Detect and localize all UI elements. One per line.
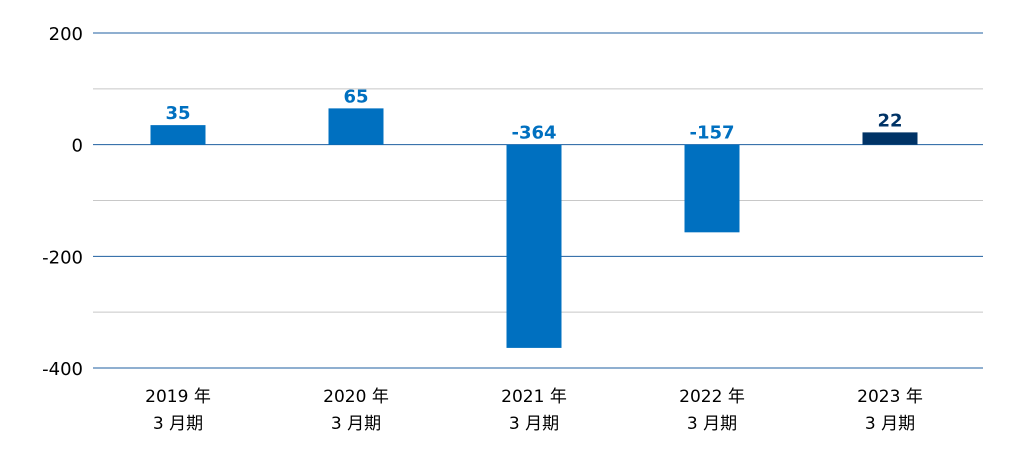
bar [862,132,918,145]
x-axis: 2019 年 3 月期 2020 年 3 月期 2021 年 3 月期 2022 年 3 月期… [145,387,923,434]
y-tick-label: -400 [42,359,83,380]
y-tick-label: -200 [42,247,83,268]
data-labels: 35 65 -364 -157 22 [165,86,902,143]
x-tick-label: 3 月期 [687,414,737,434]
x-tick-label: 2019 年 [145,387,211,407]
data-label: 35 [165,103,190,124]
x-tick-label: 3 月期 [331,414,381,434]
x-tick-label: 2022 年 [679,387,745,407]
y-tick-label: 200 [49,24,83,45]
x-tick-label: 3 月期 [509,414,559,434]
data-label: -157 [689,123,734,144]
bar [328,108,384,145]
x-tick-label: 2023 年 [857,387,923,407]
data-label: 22 [877,110,902,131]
bar [506,144,562,348]
x-tick-label: 3 月期 [153,414,203,434]
x-tick-label: 2021 年 [501,387,567,407]
data-label: 65 [343,86,368,107]
bar [684,144,740,233]
data-label: -364 [511,123,556,144]
bar [150,125,206,145]
x-tick-label: 3 月期 [865,414,915,434]
y-axis: 200 0 -200 -400 [42,24,83,380]
bars [150,108,918,348]
x-tick-label: 2020 年 [323,387,389,407]
y-tick-label: 0 [72,136,83,157]
